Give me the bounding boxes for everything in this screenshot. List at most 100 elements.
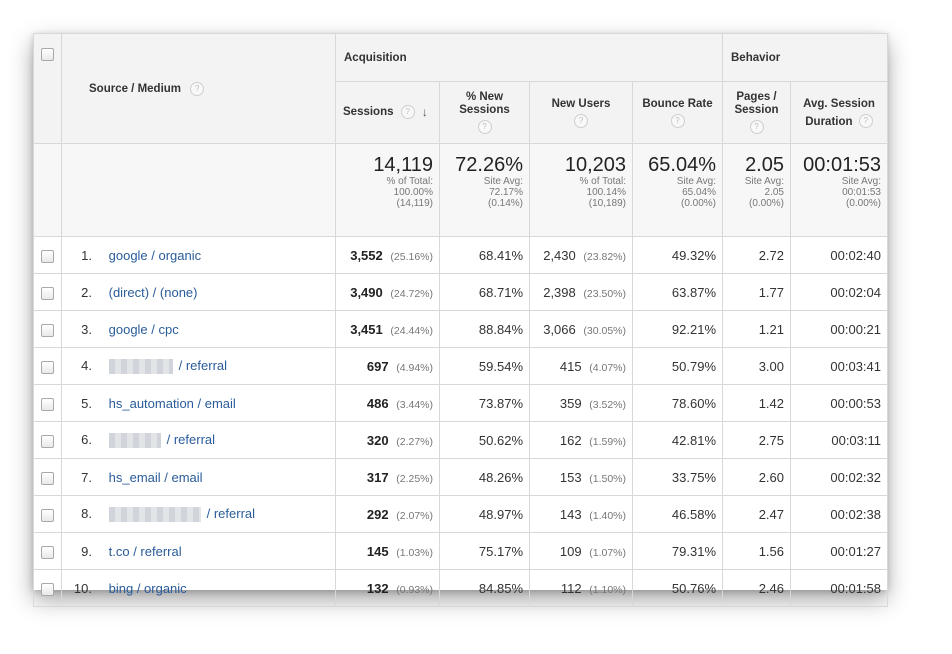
select-all-checkbox[interactable] [41, 48, 54, 61]
redacted-source [108, 507, 201, 523]
row-checkbox[interactable] [41, 434, 54, 448]
bounce-rate-cell: 79.31% [632, 532, 723, 570]
source-medium-link[interactable]: google / cpc [108, 321, 179, 337]
pct-new-sessions-cell: 48.26% [439, 458, 530, 496]
report-table-card: Source / Medium ? Acquisition Behavior S… [33, 33, 888, 607]
pct-new-sessions-cell: 68.41% [439, 236, 530, 274]
pct-new-sessions-cell: 59.54% [439, 347, 530, 385]
pct-new-sessions-cell: 48.97% [439, 495, 530, 533]
help-icon[interactable]: ? [190, 81, 205, 96]
table-row: 1. google / organic 3,552 (25.16%) 68.41… [33, 236, 888, 274]
table-row: 8. / referral 292 (2.07%) 48.97% 143 (1.… [33, 495, 888, 533]
new-users-label: New Users [551, 97, 611, 110]
row-checkbox[interactable] [41, 397, 54, 411]
pages-session-cell: 1.21 [722, 310, 791, 348]
avg-session-duration-header[interactable]: Avg. Session Duration ? [790, 81, 888, 144]
new-users-cell: 153 (1.50%) [529, 458, 633, 496]
pct-new-sessions-label: % New Sessions [459, 91, 510, 116]
sessions-cell: 697 (4.94%) [335, 347, 440, 385]
pages-session-label: Pages / Session [734, 91, 779, 116]
row-checkbox[interactable] [41, 582, 54, 596]
total-avg-session-duration: 00:01:53 Site Avg: 00:01:53 (0.00%) [790, 143, 888, 237]
avg-session-duration-cell: 00:02:40 [790, 236, 888, 274]
row-checkbox[interactable] [41, 360, 54, 374]
row-index: 5. [81, 395, 92, 411]
avg-session-duration-cell: 00:00:21 [790, 310, 888, 348]
redacted-source [108, 433, 161, 449]
table-row: 2. (direct) / (none) 3,490 (24.72%) 68.7… [33, 273, 888, 311]
row-checkbox[interactable] [41, 471, 54, 485]
row-index: 8. [81, 505, 92, 521]
help-icon[interactable]: ? [400, 105, 415, 120]
row-checkbox[interactable] [41, 508, 54, 522]
source-medium-table: Source / Medium ? Acquisition Behavior S… [33, 33, 888, 607]
source-medium-link[interactable]: t.co / referral [108, 543, 182, 559]
table-row: 7. hs_email / email 317 (2.25%) 48.26% 1… [33, 458, 888, 496]
row-index: 10. [73, 580, 92, 596]
new-users-header[interactable]: New Users ? [529, 81, 633, 144]
redacted-source [108, 359, 173, 375]
pages-session-cell: 2.47 [722, 495, 791, 533]
row-checkbox[interactable] [41, 249, 54, 263]
table-row: 10. bing / organic 132 (0.93%) 84.85% 11… [33, 569, 888, 607]
avg-session-duration-cell: 00:01:58 [790, 569, 888, 607]
sessions-cell: 292 (2.07%) [335, 495, 440, 533]
help-icon[interactable]: ? [574, 113, 588, 128]
sort-descending-icon[interactable]: ↓ [421, 104, 428, 119]
row-index: 2. [81, 284, 92, 300]
source-medium-link[interactable]: hs_automation / email [108, 395, 236, 411]
totals-row: 14,119 % of Total: 100.00% (14,119) 72.2… [33, 143, 888, 237]
avg-session-duration-cell: 00:03:41 [790, 347, 888, 385]
source-medium-link[interactable]: (direct) / (none) [108, 284, 198, 300]
bounce-rate-cell: 46.58% [632, 495, 723, 533]
sessions-cell: 3,552 (25.16%) [335, 236, 440, 274]
behavior-group-header: Behavior [722, 33, 888, 82]
help-icon[interactable]: ? [477, 120, 492, 134]
help-icon[interactable]: ? [670, 113, 685, 128]
table-row: 3. google / cpc 3,451 (24.44%) 88.84% 3,… [33, 310, 888, 348]
source-medium-link[interactable]: / referral [166, 431, 216, 447]
bounce-rate-cell: 49.32% [632, 236, 723, 274]
row-index: 3. [81, 321, 92, 337]
pages-session-cell: 1.77 [722, 273, 791, 311]
pct-new-sessions-cell: 88.84% [439, 310, 530, 348]
row-checkbox[interactable] [41, 286, 54, 300]
new-users-cell: 415 (4.07%) [529, 347, 633, 385]
new-users-cell: 3,066 (30.05%) [529, 310, 633, 348]
help-icon[interactable]: ? [749, 120, 764, 134]
avg-session-duration-cell: 00:02:04 [790, 273, 888, 311]
pct-new-sessions-cell: 68.71% [439, 273, 530, 311]
pct-new-sessions-cell: 73.87% [439, 384, 530, 422]
pct-new-sessions-header[interactable]: % New Sessions ? [439, 81, 530, 144]
row-index: 1. [81, 247, 92, 263]
bounce-rate-cell: 78.60% [632, 384, 723, 422]
pages-session-cell: 1.56 [722, 532, 791, 570]
acquisition-group-header: Acquisition [335, 33, 723, 82]
total-pages-session: 2.05 Site Avg: 2.05 (0.00%) [722, 143, 791, 237]
source-medium-link[interactable]: hs_email / email [108, 469, 203, 485]
sessions-cell: 132 (0.93%) [335, 569, 440, 607]
source-medium-label: Source / Medium [89, 82, 182, 95]
avg-session-duration-cell: 00:02:32 [790, 458, 888, 496]
sessions-header[interactable]: Sessions ? ↓ [335, 81, 440, 144]
total-new-users: 10,203 % of Total: 100.14% (10,189) [529, 143, 633, 237]
bounce-rate-header[interactable]: Bounce Rate ? [632, 81, 723, 144]
source-medium-link[interactable]: bing / organic [108, 580, 187, 596]
help-icon[interactable]: ? [858, 114, 873, 129]
pct-new-sessions-cell: 84.85% [439, 569, 530, 607]
row-index: 6. [81, 431, 92, 447]
new-users-cell: 359 (3.52%) [529, 384, 633, 422]
pages-session-header[interactable]: Pages / Session ? [722, 81, 791, 144]
bounce-rate-cell: 50.76% [632, 569, 723, 607]
source-medium-header[interactable]: Source / Medium ? [61, 33, 336, 144]
source-medium-link[interactable]: / referral [206, 505, 256, 521]
new-users-cell: 143 (1.40%) [529, 495, 633, 533]
sessions-cell: 3,451 (24.44%) [335, 310, 440, 348]
bounce-rate-cell: 33.75% [632, 458, 723, 496]
source-medium-link[interactable]: google / organic [108, 247, 202, 263]
source-medium-link[interactable]: / referral [178, 357, 228, 373]
row-checkbox[interactable] [41, 545, 54, 559]
new-users-cell: 2,398 (23.50%) [529, 273, 633, 311]
row-checkbox[interactable] [41, 323, 54, 337]
sessions-label: Sessions [343, 106, 394, 119]
